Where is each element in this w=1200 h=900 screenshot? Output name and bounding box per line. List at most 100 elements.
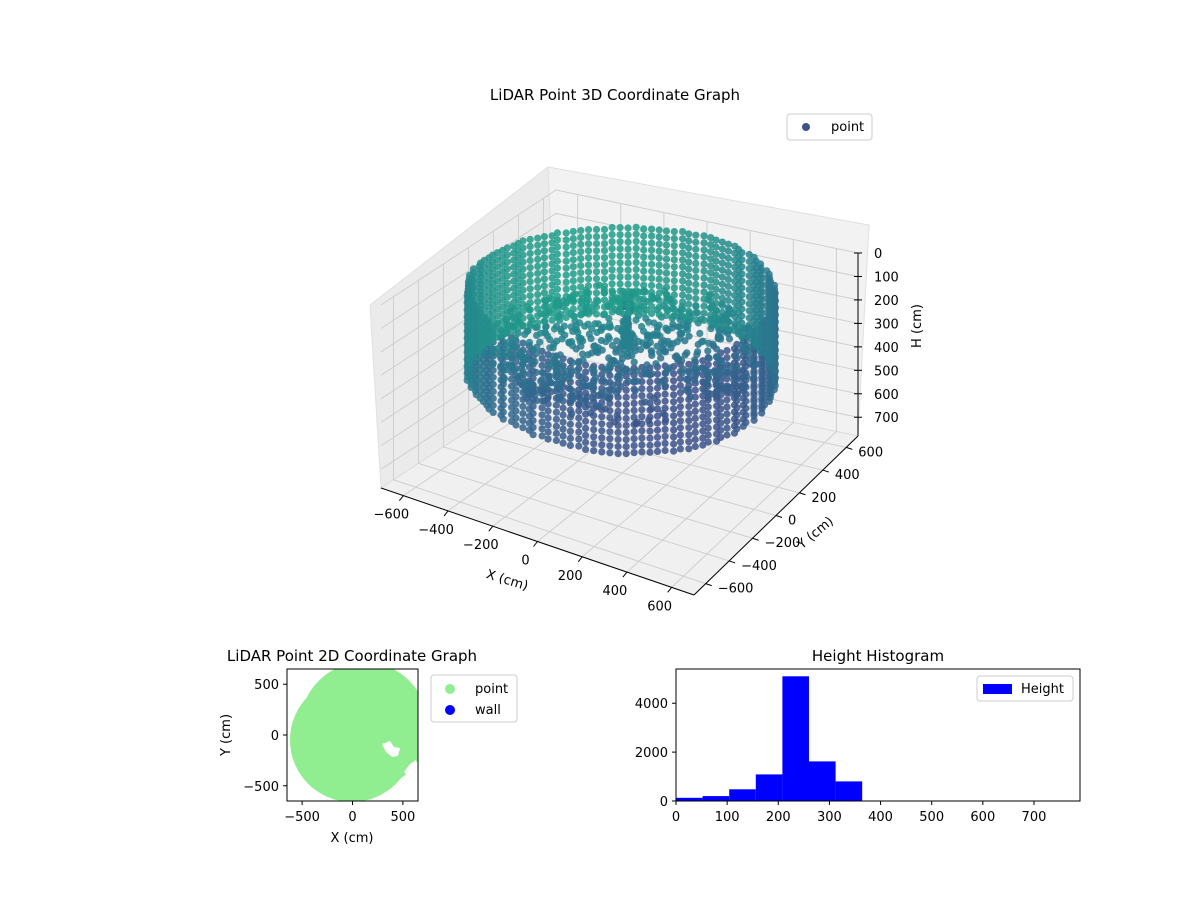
point-marker	[679, 291, 687, 299]
point-marker	[685, 258, 693, 266]
point-marker	[566, 427, 575, 435]
point-marker	[547, 388, 555, 396]
point-marker	[606, 320, 614, 328]
point-marker	[657, 354, 665, 362]
point-marker	[699, 357, 707, 365]
point-marker	[503, 293, 511, 301]
point-marker	[712, 243, 720, 251]
point-marker	[655, 289, 663, 297]
point-cloud-2d-upper	[300, 669, 418, 790]
y-tick-label-2d: 500	[254, 678, 279, 693]
legend-marker-point-2d	[445, 684, 455, 694]
point-marker	[562, 257, 570, 265]
point-marker	[590, 433, 598, 441]
point-marker	[624, 308, 632, 316]
point-marker	[575, 319, 584, 327]
point-marker	[608, 301, 616, 309]
point-marker	[552, 408, 561, 416]
point-marker	[731, 313, 739, 321]
point-marker	[538, 404, 546, 412]
point-marker	[712, 257, 720, 265]
point-marker	[497, 411, 505, 419]
point-marker	[608, 341, 617, 350]
y-tick-3d	[799, 492, 806, 496]
point-marker	[600, 289, 609, 297]
grid-line-y	[418, 280, 730, 562]
point-marker	[700, 295, 708, 303]
point-marker	[750, 383, 758, 391]
point-marker	[577, 297, 585, 305]
point-marker	[622, 443, 630, 451]
grid-line-y	[443, 263, 753, 539]
point-marker	[682, 386, 690, 394]
point-marker	[526, 313, 534, 321]
point-marker	[691, 414, 699, 422]
point-marker	[584, 254, 593, 262]
point-marker	[592, 275, 601, 283]
point-marker	[699, 420, 707, 428]
point-marker	[624, 259, 632, 267]
point-marker	[718, 294, 727, 302]
point-marker	[646, 441, 654, 449]
point-marker	[700, 288, 708, 296]
point-marker	[608, 308, 616, 316]
point-marker	[638, 392, 646, 400]
point-marker	[526, 278, 534, 286]
point-marker	[670, 405, 678, 413]
point-marker	[575, 407, 583, 415]
point-marker	[609, 381, 617, 389]
point-marker	[534, 269, 542, 277]
point-marker	[526, 379, 534, 387]
point-marker	[578, 373, 586, 381]
point-marker	[745, 257, 753, 266]
x-tick-label-3d: 0	[521, 554, 529, 569]
point-marker	[606, 435, 614, 443]
x-tick-label-hist: 200	[766, 810, 791, 825]
point-marker	[630, 427, 638, 436]
point-marker	[670, 391, 678, 399]
point-marker	[676, 417, 685, 425]
point-marker	[584, 261, 593, 269]
point-marker	[731, 298, 739, 307]
point-marker	[691, 421, 699, 429]
point-marker	[565, 339, 573, 347]
point-marker	[724, 311, 733, 319]
point-marker	[553, 313, 562, 321]
point-marker	[562, 292, 570, 300]
point-marker	[679, 256, 687, 264]
point-marker	[718, 266, 727, 274]
point-marker	[750, 412, 758, 420]
point-marker	[548, 288, 556, 296]
point-marker	[592, 240, 601, 248]
point-marker	[640, 274, 648, 282]
point-marker	[526, 285, 534, 293]
point-marker	[553, 299, 562, 307]
z-tick-label-3d: 100	[874, 270, 899, 285]
point-marker	[598, 413, 606, 421]
point-marker	[653, 384, 662, 392]
point-marker	[648, 239, 656, 247]
point-marker	[763, 309, 771, 317]
point-marker	[569, 270, 577, 278]
point-marker	[662, 248, 671, 256]
point-marker	[503, 314, 511, 322]
point-marker	[648, 253, 656, 261]
point-marker	[631, 387, 639, 395]
point-marker	[526, 249, 534, 258]
point-marker	[670, 433, 678, 441]
point-marker	[763, 281, 771, 289]
point-marker	[640, 288, 648, 296]
y-tick-3d	[705, 583, 712, 587]
point-marker	[624, 280, 632, 288]
point-marker	[712, 236, 720, 244]
point-marker	[529, 386, 537, 394]
point-marker	[685, 300, 693, 308]
point-marker	[526, 264, 534, 272]
point-marker	[646, 448, 654, 456]
point-marker	[540, 296, 549, 304]
point-marker	[611, 418, 619, 426]
point-marker	[584, 247, 593, 255]
point-marker	[692, 288, 700, 296]
point-marker	[717, 405, 725, 413]
point-marker	[590, 447, 598, 455]
